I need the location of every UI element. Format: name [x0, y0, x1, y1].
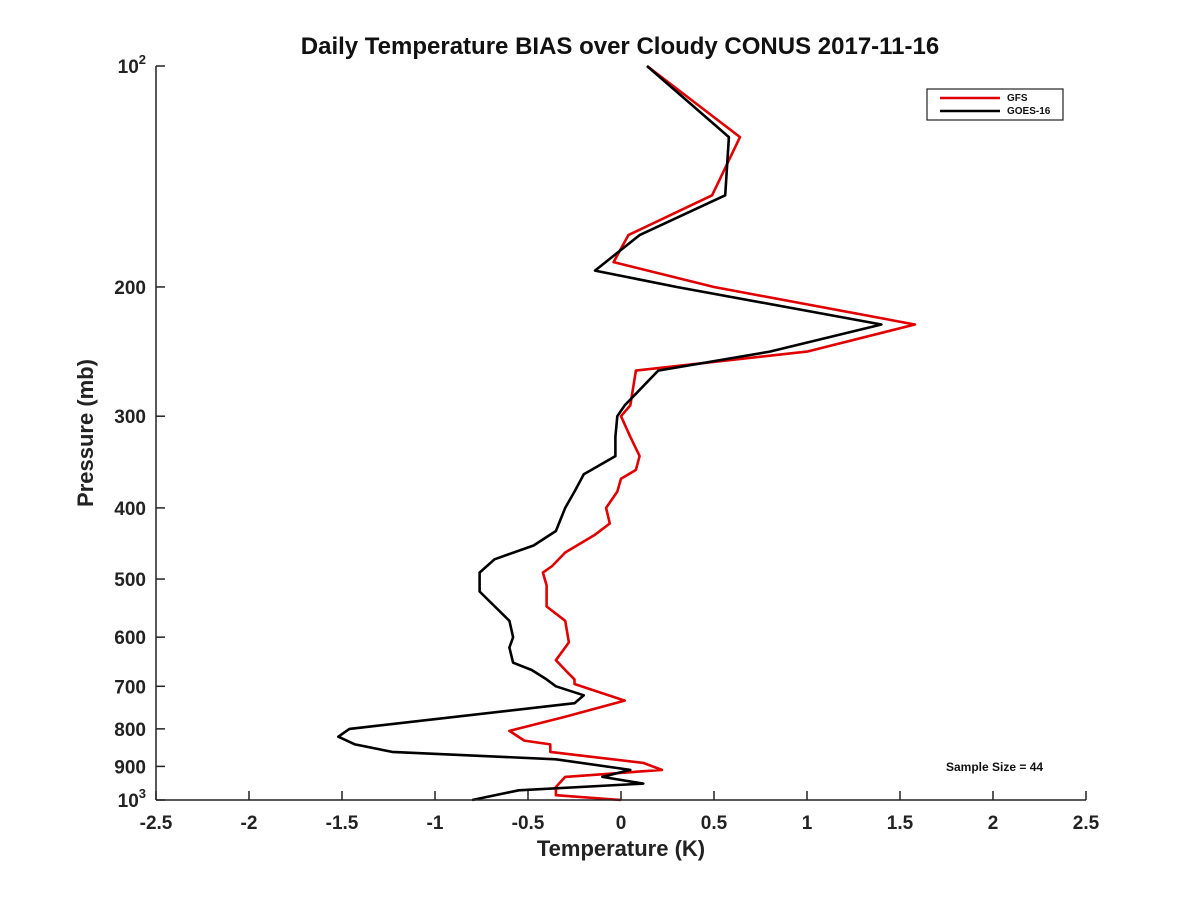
legend: GFS GOES-16: [926, 88, 1064, 121]
axes: [155, 66, 1086, 801]
legend-label-gfs: GFS: [1007, 93, 1028, 104]
x-tick-label: 0.5: [701, 813, 728, 834]
series-layer: [336, 64, 917, 802]
y-tick-label: 103: [118, 786, 146, 812]
y-tick-label: 500: [114, 570, 146, 591]
x-tick-label: 2: [988, 813, 999, 834]
legend-box: [926, 88, 1064, 121]
y-tick-label: 200: [114, 278, 146, 299]
series-line-gfs: [508, 64, 917, 802]
x-tick-label: 0: [616, 813, 627, 834]
y-tick-label: 102: [118, 52, 146, 78]
legend-label-goes16: GOES-16: [1007, 106, 1051, 117]
x-tick-label: 1: [802, 813, 813, 834]
chart-title: Daily Temperature BIAS over Cloudy CONUS…: [301, 33, 939, 60]
x-tick-label: -2: [241, 813, 258, 834]
y-tick-label: 400: [114, 499, 146, 520]
x-tick-label: 1.5: [887, 813, 914, 834]
x-tick-label: -2.5: [140, 813, 173, 834]
y-ticks: 102 200 300 400 500 600 700 800 900 103: [114, 52, 165, 812]
y-tick-label: 800: [114, 720, 146, 741]
x-ticks: -2.5 -2 -1.5 -1 -0.5 0 0.5 1 1.5 2 2.5: [140, 791, 1100, 834]
y-tick-label: 300: [114, 407, 146, 428]
x-tick-label: -1: [427, 813, 444, 834]
sample-size-annotation: Sample Size = 44: [946, 760, 1043, 774]
x-tick-label: -0.5: [512, 813, 545, 834]
y-tick-label: 700: [114, 677, 146, 698]
y-tick-label: 900: [114, 757, 146, 778]
y-axis-label: Pressure (mb): [73, 359, 98, 507]
series-line-goes16: [336, 65, 883, 802]
x-tick-label: 2.5: [1073, 813, 1100, 834]
y-tick-label: 600: [114, 628, 146, 649]
x-axis-label: Temperature (K): [537, 836, 705, 861]
x-tick-label: -1.5: [326, 813, 359, 834]
